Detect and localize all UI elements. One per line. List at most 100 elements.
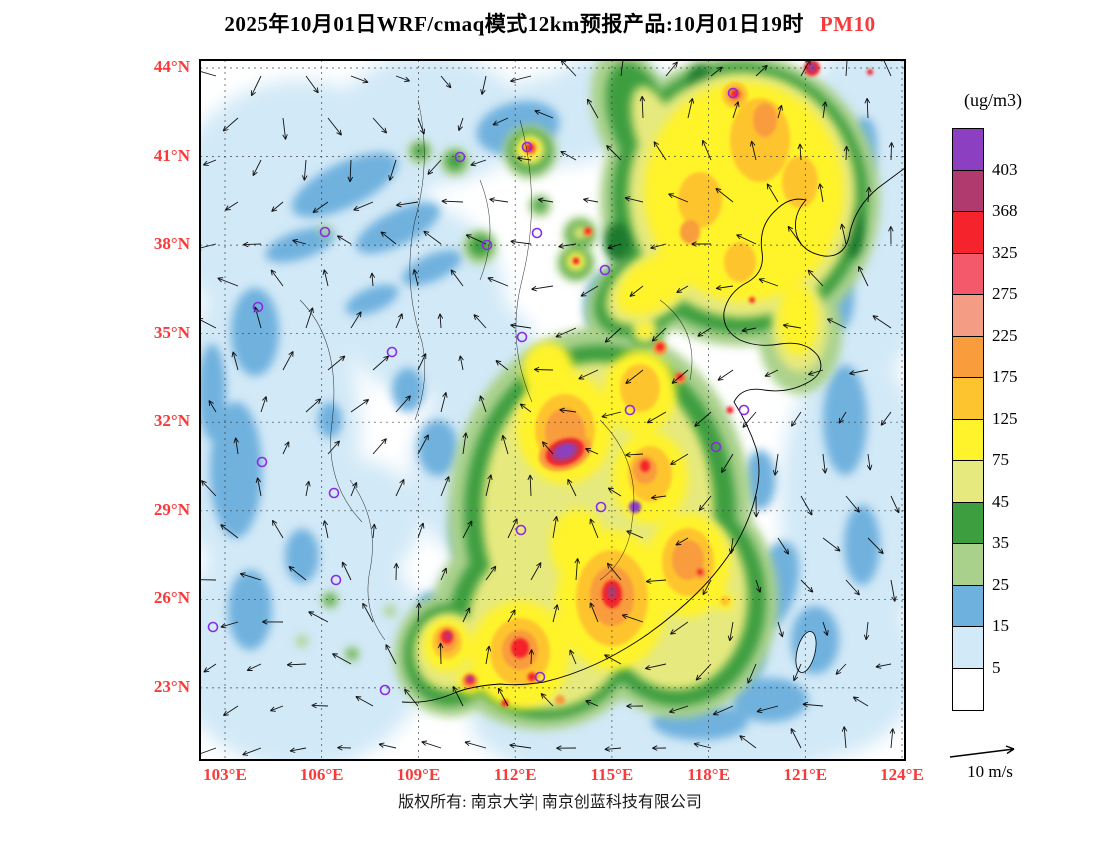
colorbar-tick-label: 15 <box>992 616 1009 635</box>
wind-vector-icon <box>421 740 442 749</box>
wind-vector-icon <box>782 323 802 329</box>
wind-vector-icon <box>585 447 599 455</box>
wind-vector-icon <box>417 434 429 455</box>
wind-vector-icon <box>269 705 284 712</box>
wind-vector-icon <box>485 565 497 581</box>
wind-vector-icon <box>372 438 387 455</box>
wind-vector-icon <box>395 75 410 82</box>
wind-vector-icon <box>777 537 790 555</box>
wind-vector-icon <box>255 477 262 497</box>
wind-vector-icon <box>242 241 262 248</box>
wind-vector-icon <box>233 437 239 455</box>
wind-vector-icon <box>732 101 740 119</box>
wind-vector-icon <box>288 566 307 581</box>
wind-vector-icon <box>305 307 314 329</box>
wind-vector-icon <box>378 742 397 749</box>
wind-vector-icon <box>698 495 712 511</box>
wind-vector-icon <box>417 522 425 539</box>
wind-vector-icon <box>852 696 869 707</box>
wind-vector-icon <box>497 687 509 707</box>
wind-vector-icon <box>888 226 894 245</box>
wind-vector-icon <box>583 197 599 203</box>
wind-vector-icon <box>327 117 342 136</box>
colorbar-tick-label: 175 <box>992 367 1018 386</box>
wind-vector-icon <box>607 487 622 497</box>
wind-vector-icon <box>292 238 307 245</box>
colorbar-tick-label: 403 <box>992 159 1018 179</box>
wind-vector-icon <box>875 663 892 669</box>
wind-vector-icon <box>866 186 872 203</box>
wind-vector-icon <box>567 478 577 497</box>
wind-vector-icon <box>519 403 532 413</box>
wind-vector-icon <box>393 562 400 581</box>
wind-vector-icon <box>388 159 397 181</box>
wind-vector-icon <box>271 201 284 212</box>
wind-vector-icon <box>826 318 847 329</box>
wind-vector-icon <box>480 75 487 95</box>
station-marker-icon <box>454 151 466 163</box>
wind-vector-icon <box>691 241 711 247</box>
wind-vector-icon <box>620 60 626 77</box>
wind-vector-icon <box>510 322 532 329</box>
wind-vector-icon <box>569 649 577 665</box>
colorbar-segment <box>953 253 983 295</box>
wind-vector-icon <box>849 369 869 376</box>
wind-vector-icon <box>693 742 712 749</box>
wind-vector-icon <box>650 494 667 501</box>
colorbar-tick-label: 45 <box>992 491 1009 511</box>
coastline-borders <box>299 99 905 703</box>
station-marker-icon <box>599 264 611 276</box>
wind-vector-icon <box>440 392 448 413</box>
wind-vector-icon <box>485 645 492 665</box>
wind-vector-icon <box>580 285 599 297</box>
wind-vector-icon <box>260 396 268 413</box>
wind-vector-icon <box>676 285 689 294</box>
wind-vector-icon <box>559 407 577 414</box>
map-frame <box>199 59 906 761</box>
wind-vector-icon <box>437 642 444 665</box>
wind-vector-icon <box>766 183 779 203</box>
wind-vector-icon <box>220 621 239 629</box>
wind-vector-icon <box>675 537 689 546</box>
wind-vector-icon <box>715 285 734 291</box>
wind-vector-icon <box>747 663 757 684</box>
wind-vector-icon <box>271 519 284 539</box>
colorbar-tick-label: 325 <box>992 242 1018 262</box>
wind-vector-icon <box>242 747 262 756</box>
wind-vector-icon <box>822 101 828 119</box>
wind-vector-icon <box>312 201 329 214</box>
station-marker-icon <box>256 456 268 468</box>
wind-vector-icon <box>558 243 577 249</box>
wind-vector-icon <box>585 700 599 707</box>
wind-vector-icon <box>487 277 509 287</box>
wind-vector-icon <box>537 197 554 203</box>
wind-vector-icon <box>697 327 712 337</box>
colorbar-units: (ug/m3) <box>964 90 1022 110</box>
wind-vector-icon <box>822 453 828 474</box>
wind-vector-icon <box>867 537 884 555</box>
wind-vector-icon <box>845 579 860 596</box>
wind-vector-icon <box>385 644 397 665</box>
wind-vector-icon <box>301 159 308 181</box>
wind-vector-icon <box>350 399 370 413</box>
wind-vector-icon <box>404 688 419 707</box>
wind-vector-icon <box>305 75 319 94</box>
station-marker-icon <box>330 574 342 586</box>
wind-vector-icon <box>727 621 734 642</box>
wind-vector-icon <box>668 705 689 714</box>
wind-vector-icon <box>668 193 689 203</box>
wind-vector-icon <box>777 104 783 119</box>
colorbar-tick-label: 275 <box>992 284 1018 303</box>
wind-vector-icon <box>671 369 689 384</box>
wind-vector-icon <box>270 269 284 287</box>
wind-vector-icon <box>717 369 734 381</box>
wind-vector-icon <box>764 369 779 377</box>
wind-vector-icon <box>452 686 464 707</box>
wind-vector-icon <box>541 441 554 455</box>
wind-vector-icon <box>702 579 712 596</box>
wind-vector-icon <box>604 654 622 665</box>
colorbar-tick-label: 225 <box>992 325 1018 345</box>
wind-vector-icon <box>262 619 284 625</box>
page-title: 2025年10月01日WRF/cmaq模式12km预报产品:10月01日19时 P… <box>0 8 1100 38</box>
wind-vector-icon <box>289 747 307 753</box>
